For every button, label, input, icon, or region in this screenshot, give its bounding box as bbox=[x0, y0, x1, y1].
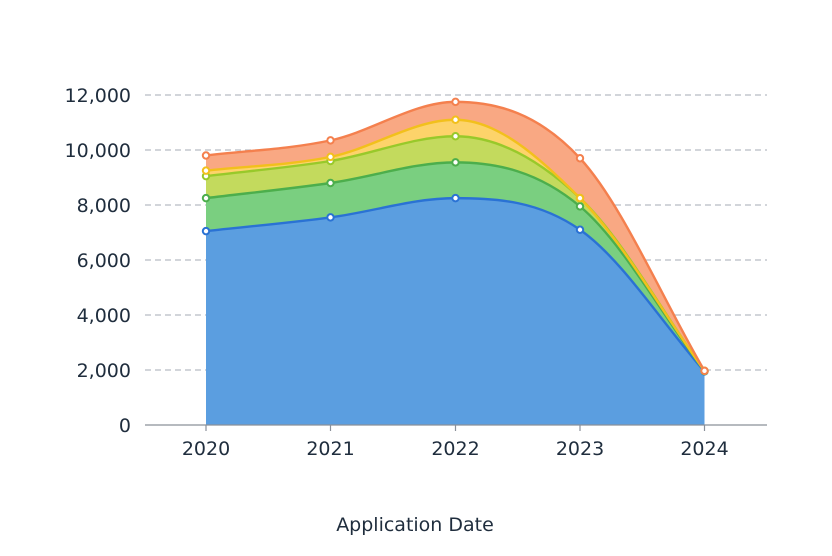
data-point[interactable] bbox=[577, 155, 583, 161]
y-tick-label: 10,000 bbox=[65, 140, 131, 162]
x-tick-labels: 2020 2021 2022 2023 2024 bbox=[182, 425, 729, 460]
data-point[interactable] bbox=[577, 203, 583, 209]
data-point[interactable] bbox=[577, 227, 583, 233]
x-tick-label: 2024 bbox=[680, 438, 728, 460]
data-point[interactable] bbox=[203, 167, 209, 173]
y-tick-label: 8,000 bbox=[77, 195, 131, 217]
y-tick-label: 12,000 bbox=[65, 85, 131, 107]
data-point[interactable] bbox=[327, 214, 333, 220]
y-tick-labels: 0 2,000 4,000 6,000 8,000 10,000 12,000 bbox=[65, 85, 131, 437]
data-point[interactable] bbox=[327, 137, 333, 143]
stacked-area-chart: 02,0004,0006,0008,00010,00012,000 202020… bbox=[0, 0, 832, 556]
data-point[interactable] bbox=[452, 195, 458, 201]
data-point[interactable] bbox=[203, 152, 209, 158]
data-point[interactable] bbox=[452, 159, 458, 165]
data-point[interactable] bbox=[203, 195, 209, 201]
data-point[interactable] bbox=[327, 180, 333, 186]
data-point[interactable] bbox=[577, 195, 583, 201]
data-point[interactable] bbox=[701, 368, 707, 374]
y-tick-label: 0 bbox=[119, 415, 131, 437]
y-tick-label: 4,000 bbox=[77, 305, 131, 327]
data-point[interactable] bbox=[452, 133, 458, 139]
data-point[interactable] bbox=[452, 99, 458, 105]
x-tick-label: 2021 bbox=[306, 438, 354, 460]
x-axis-title: Application Date bbox=[336, 514, 494, 536]
data-point[interactable] bbox=[452, 117, 458, 123]
x-tick-label: 2020 bbox=[182, 438, 230, 460]
x-tick-label: 2023 bbox=[556, 438, 604, 460]
y-tick-label: 2,000 bbox=[77, 360, 131, 382]
x-tick-label: 2022 bbox=[431, 438, 479, 460]
data-point[interactable] bbox=[327, 154, 333, 160]
y-tick-label: 6,000 bbox=[77, 250, 131, 272]
data-point[interactable] bbox=[203, 228, 209, 234]
